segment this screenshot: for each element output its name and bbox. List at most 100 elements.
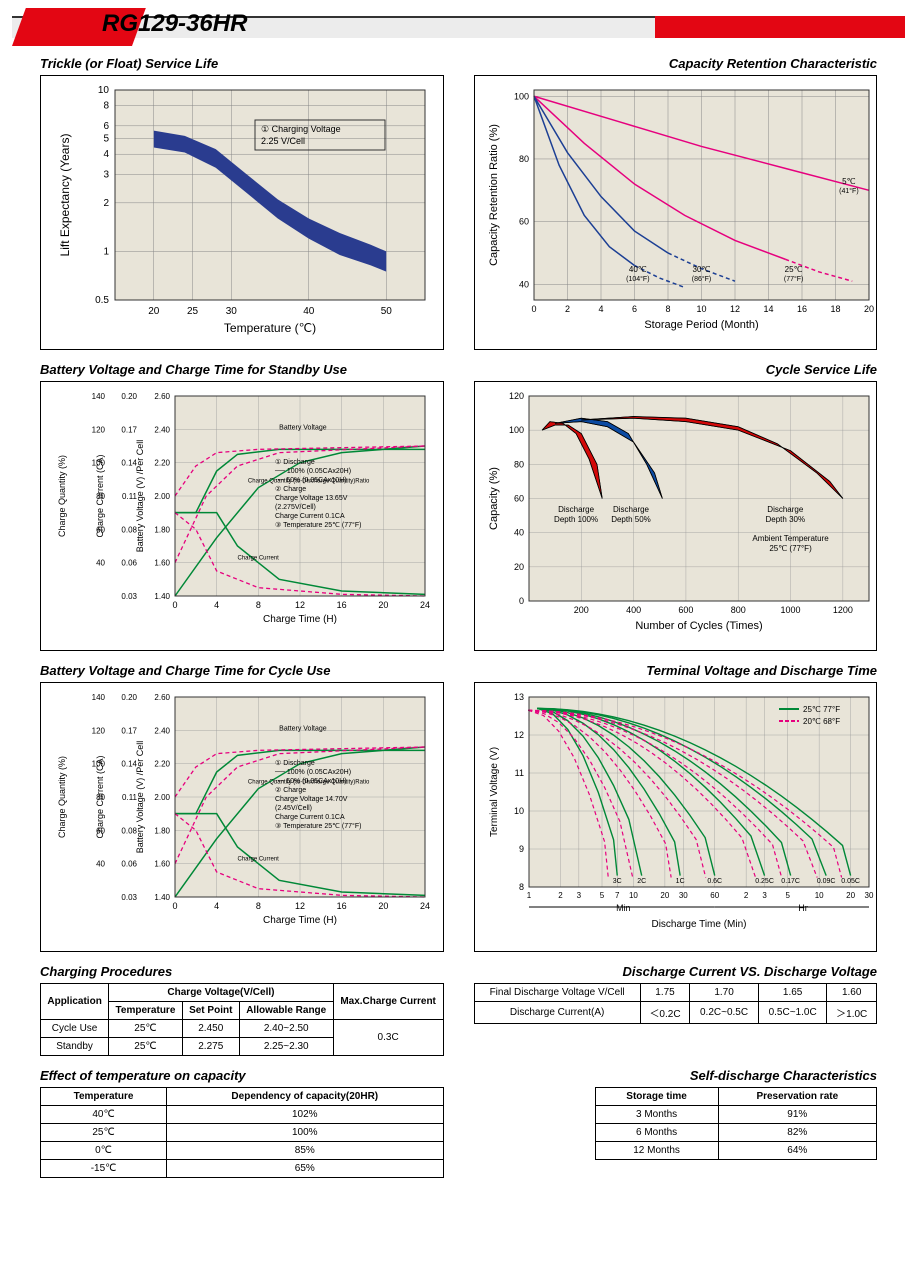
header-red-right [655,16,905,38]
chart4-box: 20040060080010001200020406080100120Disch… [474,381,878,651]
svg-text:1.80: 1.80 [154,826,170,835]
svg-text:5: 5 [103,134,109,145]
svg-text:9: 9 [518,844,523,854]
svg-text:3: 3 [762,891,767,900]
svg-text:12: 12 [295,901,305,911]
svg-text:0.06: 0.06 [121,559,137,568]
svg-text:4: 4 [103,149,109,160]
svg-text:14: 14 [763,304,773,314]
svg-text:2: 2 [743,891,748,900]
svg-text:Terminal Voltage (V): Terminal Voltage (V) [489,747,500,837]
chart3-title: Battery Voltage and Charge Time for Stan… [40,362,444,377]
svg-text:25℃: 25℃ [784,265,802,274]
svg-text:100: 100 [508,425,523,435]
svg-text:Charge Current (CA): Charge Current (CA) [95,755,105,838]
svg-text:Charge Current: Charge Current [238,856,280,862]
discharge-current-voltage-table: Final Discharge Voltage V/Cell 1.75 1.70… [474,983,878,1024]
svg-text:Temperature (℃): Temperature (℃) [224,321,316,335]
svg-text:4: 4 [598,304,603,314]
svg-text:140: 140 [92,392,106,401]
svg-text:0: 0 [172,600,177,610]
charging-procedures-table: Application Charge Voltage(V/Cell) Max.C… [40,983,444,1056]
t1-h-max: Max.Charge Current [333,984,443,1020]
t1-r1-sp: 2.275 [182,1038,239,1056]
svg-text:16: 16 [796,304,806,314]
svg-text:120: 120 [508,391,523,401]
svg-text:Charge Time (H): Charge Time (H) [263,614,337,625]
table1-title: Charging Procedures [40,964,444,979]
svg-text:13: 13 [513,692,523,702]
svg-text:3: 3 [576,891,581,900]
svg-text:20: 20 [660,891,669,900]
svg-text:4: 4 [214,901,219,911]
header-bar: RG129-36HR [12,8,905,46]
svg-text:2.60: 2.60 [154,693,170,702]
svg-text:10: 10 [696,304,706,314]
svg-text:── 100% (0.05CAx20H): ── 100% (0.05CAx20H) [274,769,351,776]
svg-text:Ambient Temperature: Ambient Temperature [752,534,829,543]
model-title: RG129-36HR [102,10,247,38]
svg-text:1: 1 [526,891,531,900]
t2-v3: 1.60 [827,984,877,1002]
t2-i0: ＜0.2C [640,1002,690,1024]
svg-text:20: 20 [846,891,855,900]
svg-text:120: 120 [92,726,106,735]
svg-text:1.80: 1.80 [154,525,170,534]
chart4-svg: 20040060080010001200020406080100120Disch… [479,386,879,641]
svg-text:10: 10 [98,85,110,96]
t1-r1-ar: 2.25~2.30 [239,1038,333,1056]
svg-text:800: 800 [730,605,745,615]
svg-text:80: 80 [513,459,523,469]
chart2-svg: 0246810121416182040608010040℃(104°F)30℃(… [479,80,879,340]
svg-text:60: 60 [513,494,523,504]
t2-v0: 1.75 [640,984,690,1002]
svg-text:Discharge: Discharge [767,505,804,514]
svg-text:40: 40 [96,860,105,869]
svg-text:20: 20 [378,600,388,610]
svg-text:Charge Current 0.1CA: Charge Current 0.1CA [275,814,345,821]
svg-text:Capacity Retention Ratio (%): Capacity Retention Ratio (%) [488,124,500,266]
svg-text:8: 8 [518,882,523,892]
t2-i3: ＞1.0C [827,1002,877,1024]
svg-text:③ Temperature 25℃ (77°F): ③ Temperature 25℃ (77°F) [275,521,361,529]
svg-text:8: 8 [103,101,109,112]
svg-text:2: 2 [103,198,109,209]
t1-r0-app: Cycle Use [41,1020,109,1038]
svg-text:Charge Current: Charge Current [238,555,280,561]
svg-text:0.06: 0.06 [121,860,137,869]
svg-text:Discharge Time (Min): Discharge Time (Min) [651,919,746,930]
svg-text:(2.45V/Cell): (2.45V/Cell) [275,805,312,812]
svg-text:Battery Voltage (V) /Per Cell: Battery Voltage (V) /Per Cell [135,741,145,854]
svg-text:2.40: 2.40 [154,425,170,434]
svg-text:Battery Voltage: Battery Voltage [279,725,327,732]
t1-r0-ar: 2.40~2.50 [239,1020,333,1038]
svg-text:40: 40 [96,559,105,568]
svg-text:Depth 30%: Depth 30% [765,515,805,524]
t2-h2: Discharge Current(A) [474,1002,640,1024]
chart2-title: Capacity Retention Characteristic [474,56,878,71]
table4-title: Self-discharge Characteristics [474,1068,878,1083]
t1-r1-temp: 25℃ [109,1038,183,1056]
svg-text:60: 60 [518,217,528,227]
svg-text:30: 30 [678,891,687,900]
t2-i1: 0.2C~0.5C [690,1002,759,1024]
chart6-title: Terminal Voltage and Discharge Time [474,663,878,678]
svg-text:25: 25 [187,306,199,317]
svg-text:Min: Min [616,903,631,913]
svg-text:8: 8 [256,901,261,911]
svg-text:1C: 1C [675,878,684,885]
svg-text:Charge Quantity (%): Charge Quantity (%) [57,455,67,537]
svg-text:0: 0 [172,901,177,911]
svg-text:11: 11 [514,768,523,778]
svg-text:2.25 V/Cell: 2.25 V/Cell [261,136,305,146]
chart1-title: Trickle (or Float) Service Life [40,56,444,71]
svg-text:② Charge: ② Charge [275,786,306,794]
svg-text:400: 400 [626,605,641,615]
svg-text:③ Temperature 25℃ (77°F): ③ Temperature 25℃ (77°F) [275,822,361,830]
svg-text:(41°F): (41°F) [839,187,859,195]
svg-text:25℃ (77°F): 25℃ (77°F) [769,544,812,553]
svg-text:① Charging Voltage: ① Charging Voltage [261,124,341,134]
svg-text:(2.275V/Cell): (2.275V/Cell) [275,504,316,511]
t1-h-cv: Charge Voltage(V/Cell) [109,984,334,1002]
svg-text:0.5: 0.5 [95,295,109,306]
